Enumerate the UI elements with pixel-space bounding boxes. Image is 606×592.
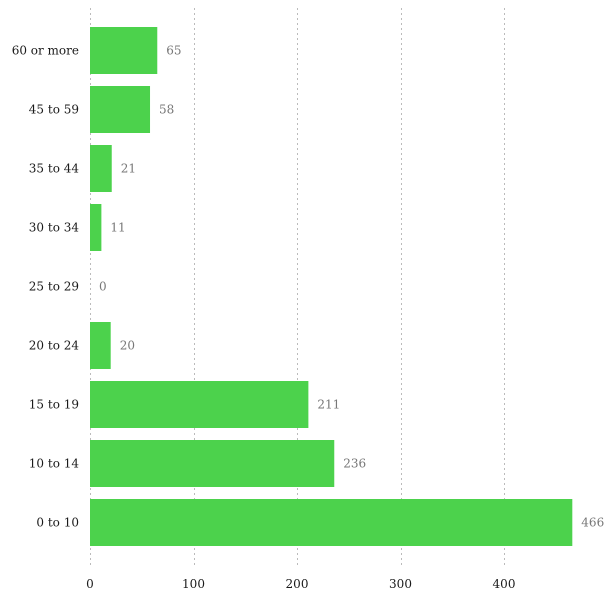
x-tick-label: 0 — [86, 577, 94, 591]
bar — [90, 381, 309, 428]
bar — [90, 27, 158, 74]
bar — [90, 322, 111, 369]
value-label: 211 — [317, 398, 340, 412]
category-label: 0 to 10 — [36, 516, 79, 530]
category-label: 60 or more — [12, 44, 79, 58]
bar — [90, 440, 335, 487]
x-tick-label: 300 — [389, 577, 412, 591]
value-label: 65 — [166, 44, 181, 58]
value-label: 0 — [99, 280, 107, 294]
value-labels: 65 58 21 11 0 20 211 236 466 — [99, 44, 604, 530]
x-tick-label: 100 — [182, 577, 205, 591]
x-tick-label: 400 — [493, 577, 516, 591]
category-label: 45 to 59 — [29, 103, 79, 117]
bars — [90, 27, 573, 546]
category-label: 10 to 14 — [29, 457, 80, 471]
category-label: 35 to 44 — [29, 162, 80, 176]
category-label: 25 to 29 — [29, 280, 79, 294]
category-label: 20 to 24 — [29, 339, 80, 353]
category-label: 30 to 34 — [29, 221, 80, 235]
value-label: 466 — [581, 516, 604, 530]
value-label: 21 — [121, 162, 136, 176]
bar — [90, 499, 573, 546]
value-label: 20 — [120, 339, 135, 353]
x-axis-tick-labels: 0 100 200 300 400 — [86, 577, 515, 591]
value-label: 11 — [110, 221, 125, 235]
value-label: 58 — [159, 103, 174, 117]
category-label: 15 to 19 — [29, 398, 79, 412]
bar — [90, 204, 102, 251]
value-label: 236 — [343, 457, 366, 471]
bar — [90, 86, 151, 133]
bar — [90, 145, 112, 192]
x-tick-label: 200 — [286, 577, 309, 591]
category-labels: 60 or more 45 to 59 35 to 44 30 to 34 25 to … — [12, 44, 80, 530]
